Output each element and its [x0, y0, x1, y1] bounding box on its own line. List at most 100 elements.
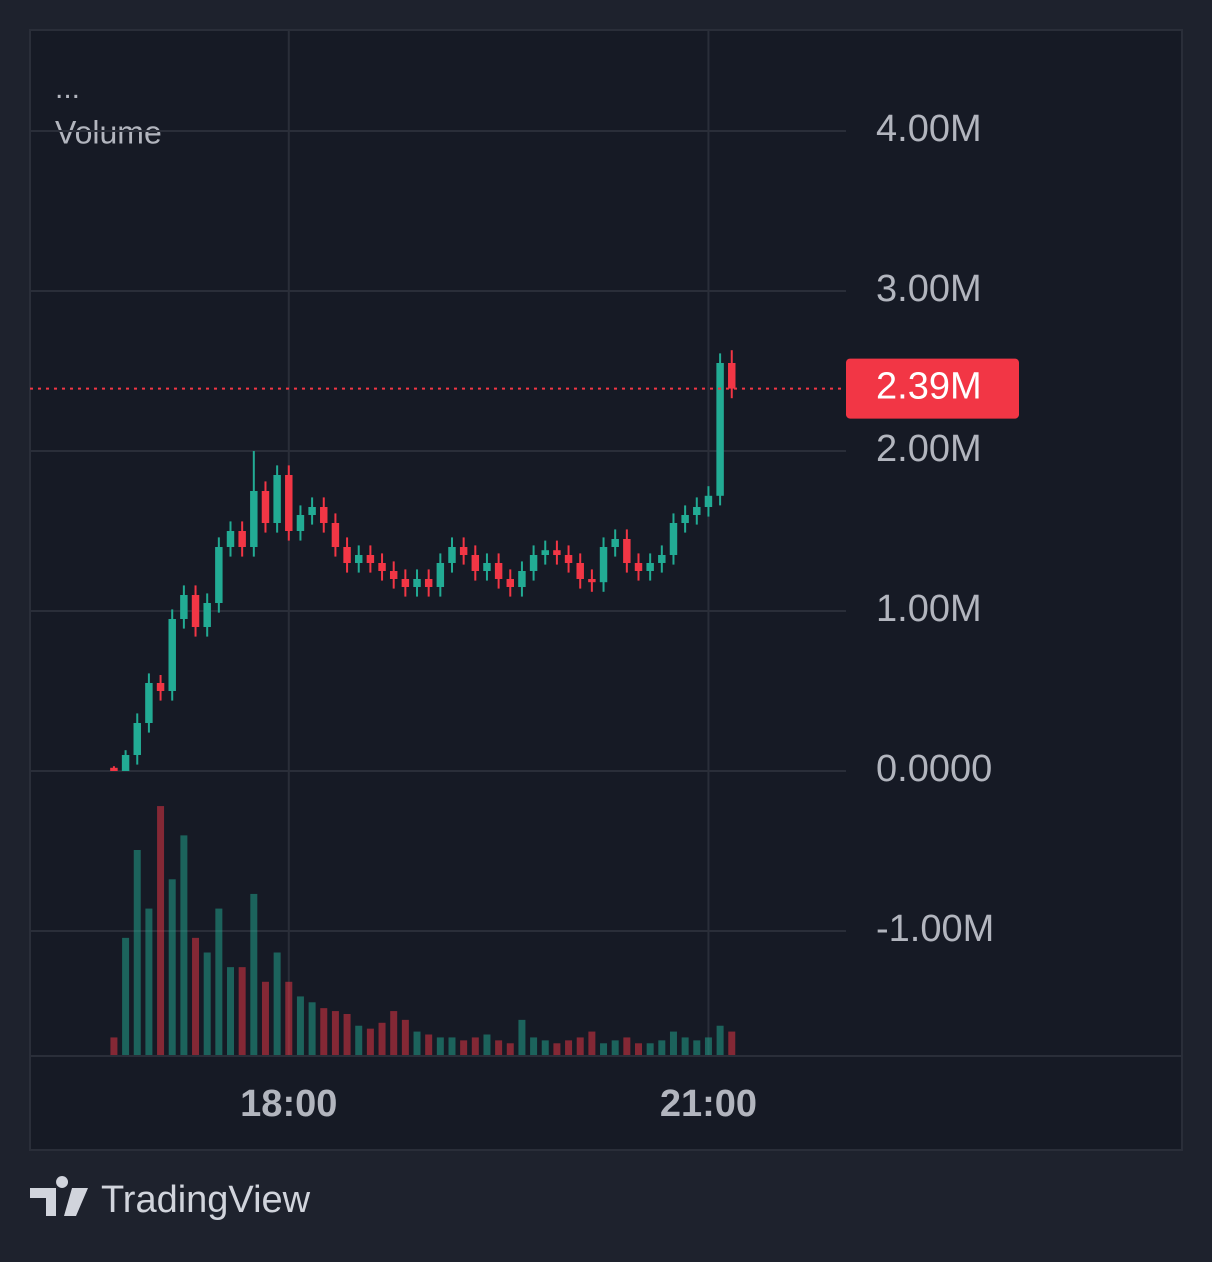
- volume-bar: [331, 1011, 339, 1055]
- volume-bar: [355, 1025, 363, 1055]
- candle-body: [669, 523, 678, 555]
- candle-body: [646, 563, 654, 571]
- volume-bar: [669, 1031, 677, 1055]
- candle-body: [273, 475, 281, 523]
- candle-body: [506, 579, 515, 587]
- candle-body: [226, 531, 235, 547]
- candle-body: [576, 563, 584, 579]
- candle-body: [553, 550, 561, 555]
- x-tick-label: 18:00: [240, 1083, 337, 1125]
- candle-body: [623, 539, 631, 563]
- brand-name: TradingView: [101, 1179, 311, 1221]
- y-tick-label: 4.00M: [876, 108, 982, 150]
- volume-bar: [401, 1019, 409, 1055]
- volume-bar: [471, 1037, 479, 1055]
- volume-bar: [157, 806, 165, 1055]
- volume-bar: [320, 1008, 328, 1055]
- volume-bar: [343, 1014, 351, 1055]
- x-tick-label: 21:00: [660, 1083, 757, 1125]
- volume-bar: [576, 1037, 584, 1055]
- volume-bar: [611, 1040, 619, 1055]
- volume-bar: [390, 1011, 398, 1055]
- volume-bar: [145, 908, 153, 1055]
- candle-body: [121, 755, 130, 771]
- volume-bar: [506, 1043, 514, 1055]
- legend-menu[interactable]: ...: [55, 72, 80, 105]
- y-tick-label: 2.00M: [876, 428, 982, 470]
- candle-body: [180, 595, 188, 619]
- y-tick-label: 1.00M: [876, 588, 982, 630]
- volume-bar: [553, 1043, 561, 1055]
- volume-bar: [635, 1043, 642, 1055]
- y-tick-label: -1.00M: [876, 908, 994, 950]
- candle-body: [459, 547, 468, 555]
- candle-body: [471, 555, 480, 571]
- volume-bar: [110, 1037, 118, 1055]
- volume-bar: [285, 981, 293, 1055]
- candle-body: [494, 563, 503, 579]
- candle-body: [716, 363, 724, 496]
- y-tick-label: 3.00M: [876, 268, 982, 310]
- branding[interactable]: TradingView: [30, 1176, 311, 1221]
- volume-bar: [250, 893, 258, 1055]
- candle-body: [145, 683, 153, 723]
- candle-body: [320, 507, 328, 523]
- candle-body: [483, 563, 491, 571]
- chart-frame: [29, 29, 1183, 1151]
- volume-bar: [133, 850, 141, 1055]
- volume-bar: [366, 1028, 374, 1055]
- candle-body: [366, 555, 375, 563]
- volume-bar: [704, 1037, 712, 1055]
- candle-body: [634, 563, 643, 571]
- candle-body: [261, 491, 270, 523]
- volume-bar: [425, 1034, 433, 1055]
- candle-body: [343, 547, 351, 563]
- volume-bar: [203, 952, 211, 1055]
- volume-bar: [693, 1040, 701, 1055]
- volume-bar: [495, 1040, 503, 1055]
- candle-body: [250, 491, 258, 547]
- logo: [30, 1176, 88, 1216]
- candle-body: [424, 579, 433, 587]
- volume-bar: [588, 1031, 596, 1055]
- volume-bar: [261, 981, 269, 1055]
- candle-body: [681, 515, 689, 523]
- volume-bar: [541, 1040, 549, 1055]
- candle-body: [285, 475, 293, 531]
- volume-bar: [227, 967, 234, 1055]
- volume-bar: [215, 908, 223, 1055]
- candle-body: [355, 555, 363, 563]
- volume-bar: [413, 1031, 421, 1055]
- volume-bar: [565, 1040, 573, 1055]
- candle-body: [704, 495, 713, 507]
- legend-label: Volume: [55, 114, 162, 150]
- last-price-label: 2.39M: [876, 366, 982, 408]
- volume-bar: [296, 996, 304, 1055]
- candle-body: [133, 723, 141, 755]
- candle-body: [611, 539, 619, 547]
- volume-bar: [180, 835, 188, 1055]
- volume-bar: [460, 1040, 468, 1055]
- volume-bar: [448, 1037, 456, 1055]
- candle-body: [541, 550, 549, 555]
- volume-bar: [530, 1037, 538, 1055]
- volume-bar: [483, 1034, 491, 1055]
- candle-body: [296, 515, 305, 531]
- volume-bar: [716, 1025, 724, 1055]
- candle-body: [599, 547, 608, 583]
- volume-bar: [308, 1002, 316, 1055]
- candle-body: [436, 563, 445, 587]
- candle-body: [728, 363, 736, 389]
- last-price-badge: [846, 358, 1019, 419]
- candle-body: [191, 595, 200, 627]
- candle-body: [658, 555, 666, 563]
- candle-body: [331, 523, 340, 547]
- volume-bar: [658, 1040, 666, 1055]
- candle-body: [238, 531, 246, 547]
- candle-body: [693, 507, 701, 515]
- candle-body: [308, 507, 316, 515]
- volume-bar: [378, 1022, 386, 1055]
- candle-body: [215, 547, 223, 603]
